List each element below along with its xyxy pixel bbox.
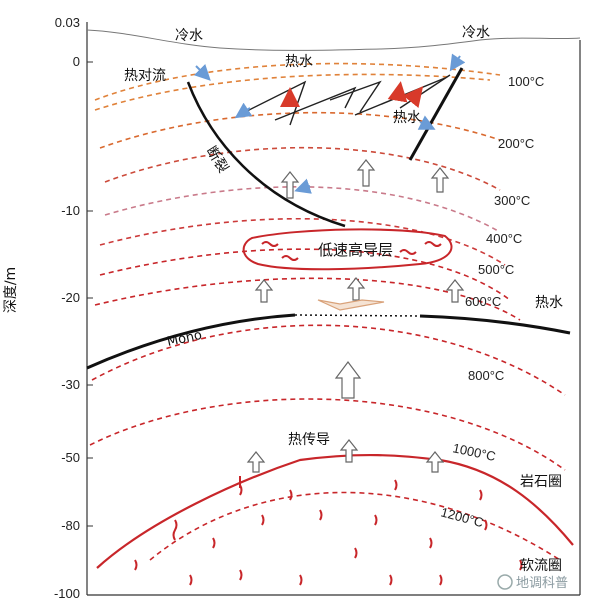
label-heat-convection: 热对流 bbox=[124, 68, 166, 84]
plot-frame bbox=[86, 22, 581, 596]
lithosphere-boundary bbox=[96, 453, 574, 569]
y-tick: -30 bbox=[61, 377, 80, 392]
svg-text:地调科普: 地调科普 bbox=[516, 576, 568, 591]
isotherm-label: 200°C bbox=[498, 136, 534, 151]
ground-surface bbox=[86, 29, 581, 51]
y-tick: -50 bbox=[61, 450, 80, 465]
y-tick: -100 bbox=[54, 586, 80, 601]
melt-squiggles bbox=[134, 241, 523, 586]
isotherm-label: 400°C bbox=[486, 231, 522, 246]
label-cold-water-left: 冷水 bbox=[175, 28, 203, 44]
isotherm-label: 1200°C bbox=[439, 504, 485, 530]
y-tick: 0 bbox=[73, 54, 80, 69]
y-tick: 0.03 bbox=[55, 15, 80, 30]
label-hot-water-top: 热水 bbox=[285, 54, 313, 70]
label-low-velocity-layer: 低速高导层 bbox=[318, 241, 393, 259]
heat-rise-arrows bbox=[246, 159, 465, 473]
fault-line-left bbox=[186, 81, 346, 228]
label-heat-conduction: 热传导 bbox=[288, 432, 330, 448]
fault-line-right bbox=[408, 67, 464, 161]
label-moho: Moho bbox=[166, 328, 204, 350]
isotherm-label: 100°C bbox=[508, 74, 544, 89]
isotherm-label: 600°C bbox=[465, 294, 501, 309]
y-tick: -10 bbox=[61, 203, 80, 218]
isotherm-curves bbox=[89, 62, 566, 561]
isotherm-label: 500°C bbox=[478, 262, 514, 277]
label-asthenosphere: 软流圈 bbox=[520, 558, 562, 574]
label-hot-water-side: 热水 bbox=[535, 295, 563, 311]
watermark-icon bbox=[497, 574, 513, 590]
isotherm-label: 1000°C bbox=[451, 440, 497, 464]
y-tick: -20 bbox=[61, 290, 80, 305]
y-tick: -80 bbox=[61, 518, 80, 533]
y-axis-label: 深度/m bbox=[3, 267, 19, 313]
flow-arrows bbox=[193, 53, 466, 194]
fracture-network bbox=[244, 74, 451, 126]
watermark: 地调科普 bbox=[497, 574, 568, 591]
label-cold-water-right: 冷水 bbox=[462, 25, 490, 41]
low-velocity-layer bbox=[242, 228, 453, 271]
label-lithosphere: 岩石圈 bbox=[520, 474, 562, 490]
isotherm-label: 800°C bbox=[468, 368, 504, 383]
label-hot-water-right: 热水 bbox=[393, 110, 421, 126]
isotherm-label: 300°C bbox=[494, 193, 530, 208]
y-axis: 0.03 0 -10 -20 -30 -50 -80 -100 深度/m bbox=[3, 15, 93, 601]
moho-line bbox=[86, 313, 571, 370]
